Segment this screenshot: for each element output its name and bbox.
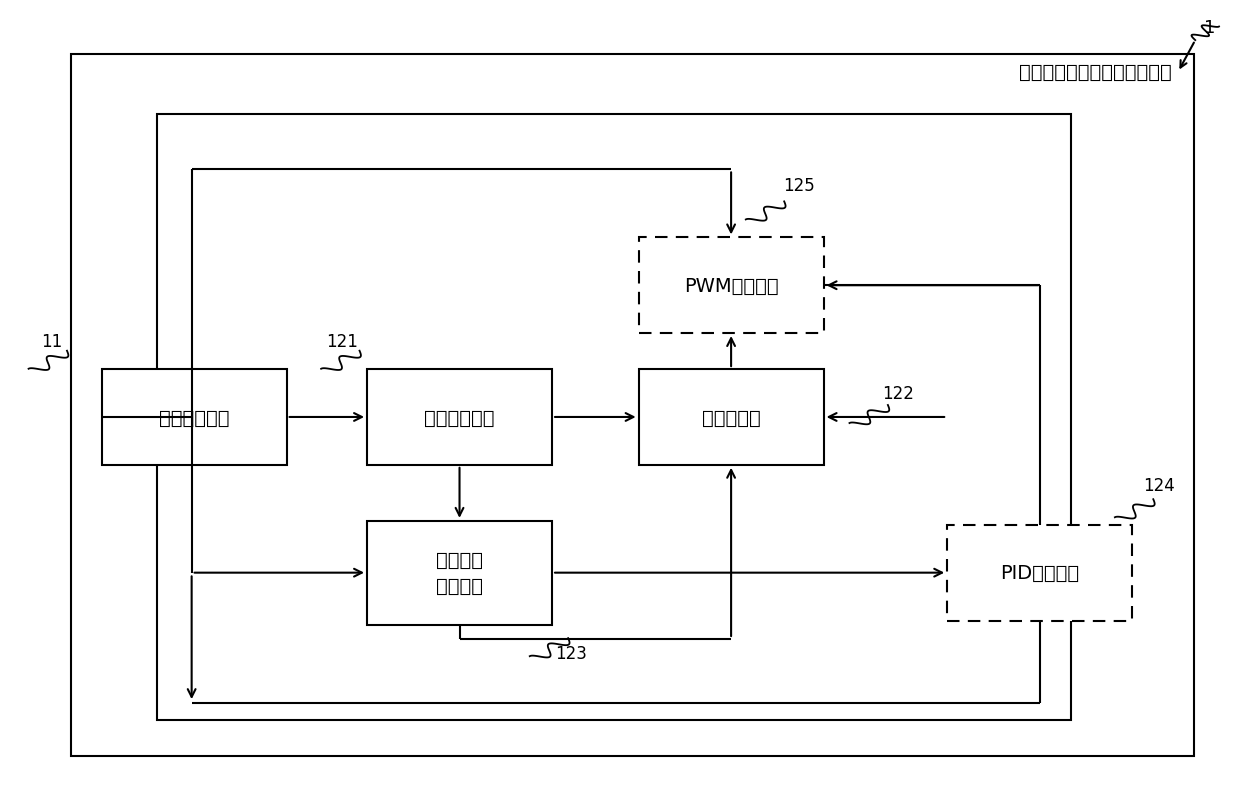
Text: 准谐振模块: 准谐振模块 — [702, 408, 760, 427]
Text: 122: 122 — [882, 385, 914, 402]
Bar — [102, 369, 286, 465]
Text: 1: 1 — [1204, 19, 1215, 37]
Text: 开关电源的多时钟域控制装置: 开关电源的多时钟域控制装置 — [1019, 63, 1172, 82]
Text: 时钟分频模块: 时钟分频模块 — [159, 408, 229, 427]
Text: 121: 121 — [326, 332, 358, 351]
Text: 11: 11 — [41, 332, 63, 351]
Bar — [367, 369, 552, 465]
Text: 123: 123 — [554, 644, 587, 662]
Text: 后肩电压
匹配模块: 后肩电压 匹配模块 — [436, 550, 484, 596]
Bar — [947, 525, 1132, 621]
Bar — [639, 369, 823, 465]
Text: 124: 124 — [1143, 476, 1176, 494]
Text: 125: 125 — [784, 177, 815, 195]
Text: 主状态机模块: 主状态机模块 — [424, 408, 495, 427]
Text: PWM控制模块: PWM控制模块 — [683, 276, 779, 296]
Bar — [157, 114, 1070, 720]
Bar — [639, 238, 823, 334]
Bar — [367, 521, 552, 625]
Bar — [71, 55, 1194, 756]
Text: PID计算模块: PID计算模块 — [1001, 564, 1079, 582]
